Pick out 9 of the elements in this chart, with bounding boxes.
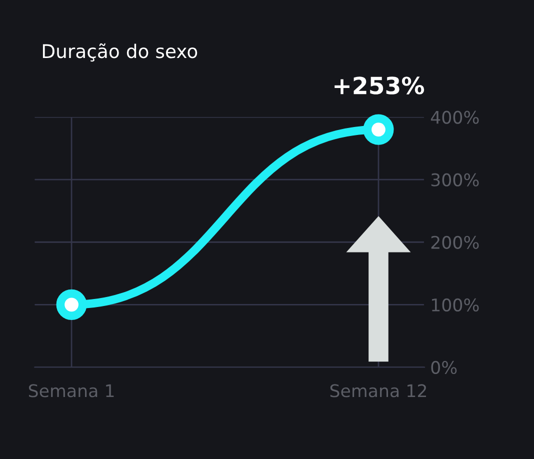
x-tick-label: Semana 1 <box>28 384 114 398</box>
chart-title: Duração do sexo <box>42 43 198 62</box>
y-tick-label: 0% <box>431 360 457 374</box>
x-tick-label: Semana 12 <box>330 384 426 398</box>
y-tick-label: 400% <box>430 110 479 124</box>
annotation: +253% <box>334 76 424 94</box>
y-tick-label: 300% <box>431 173 479 186</box>
y-tick-label: 100% <box>432 298 479 312</box>
y-tick-label: 200% <box>431 236 479 249</box>
